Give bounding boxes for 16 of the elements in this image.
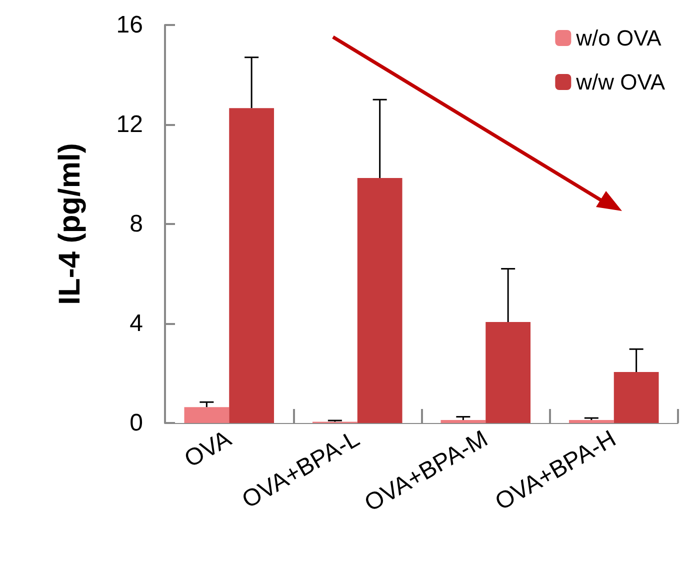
y-tick-label: 8: [130, 210, 143, 238]
legend-label: w/o OVA: [575, 26, 662, 50]
bar: [357, 178, 402, 423]
legend-label: w/w OVA: [575, 70, 666, 94]
bar: [614, 372, 659, 423]
bar: [184, 407, 230, 423]
y-tick-label: 16: [116, 12, 143, 38]
bar: [486, 322, 531, 423]
bar: [568, 420, 614, 423]
y-tick-label: 4: [130, 310, 143, 337]
y-axis-title: IL-4 (pg/ml): [54, 143, 86, 305]
x-tick-label: OVA: [180, 425, 236, 474]
bar: [440, 420, 486, 423]
bar: [229, 108, 274, 423]
y-tick-label: 12: [116, 111, 143, 138]
y-tick-label: 0: [130, 410, 143, 436]
